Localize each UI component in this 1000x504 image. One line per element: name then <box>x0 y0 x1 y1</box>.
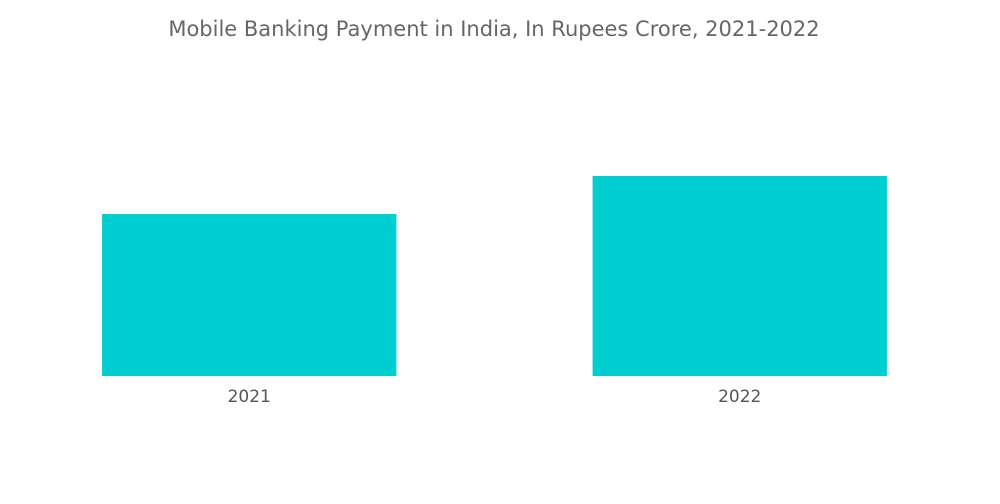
x-tick-label: 2021 <box>228 387 271 407</box>
bar <box>102 214 397 376</box>
bar <box>592 176 887 376</box>
chart-title: Mobile Banking Payment in India, In Rupe… <box>168 17 819 41</box>
x-tick-label: 2022 <box>718 387 761 407</box>
